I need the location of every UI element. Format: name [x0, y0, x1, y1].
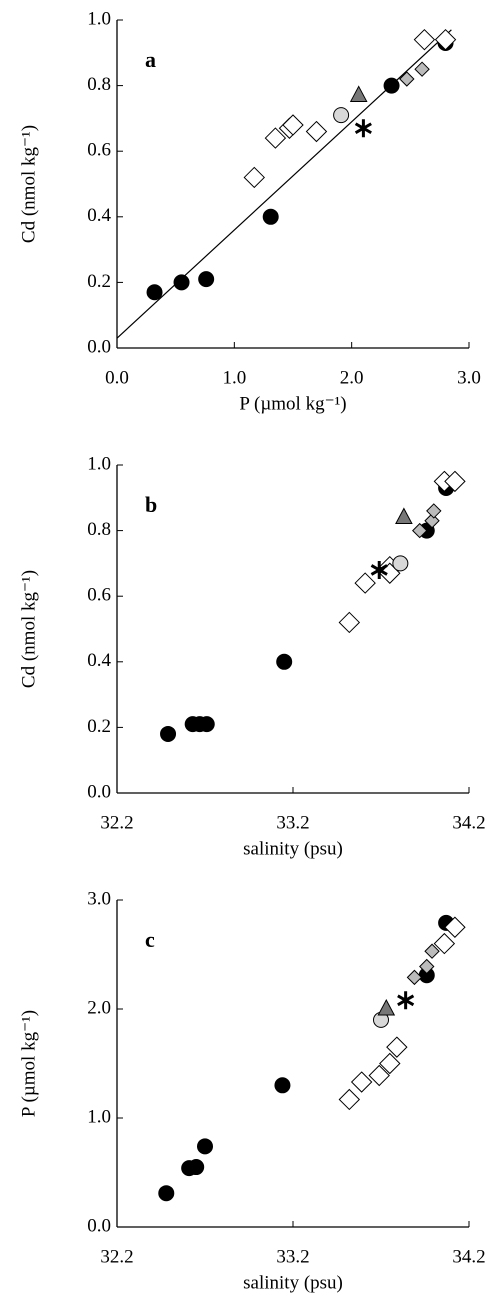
x-axis-label: salinity (psu): [243, 1272, 343, 1293]
x-tick-label: 0.0: [105, 367, 129, 388]
point: [354, 119, 372, 138]
point: [146, 284, 163, 301]
y-tick-label: 0.2: [87, 271, 111, 292]
point: [413, 28, 436, 51]
point: [426, 503, 442, 519]
y-tick-label: 0.4: [87, 650, 111, 671]
point: [197, 1138, 213, 1155]
point: [424, 943, 440, 959]
y-tick-label: 0.8: [87, 74, 111, 95]
point: [414, 61, 430, 77]
point: [274, 1077, 291, 1094]
fit-line: [116, 29, 452, 339]
x-tick-label: 33.2: [276, 1246, 309, 1267]
y-tick-label: 0.0: [87, 781, 111, 802]
panel-label: c: [145, 927, 155, 952]
x-axis-label: P (µmol kg⁻¹): [239, 393, 346, 414]
point: [444, 470, 466, 493]
x-tick-label: 32.2: [100, 812, 133, 833]
point: [282, 114, 304, 136]
point: [305, 120, 328, 143]
panel-label: b: [145, 492, 157, 517]
point: [173, 274, 190, 291]
point: [397, 991, 415, 1010]
point: [198, 271, 215, 288]
point: [412, 522, 428, 539]
point: [158, 1185, 175, 1202]
y-axis-label: Cd (nmol kg⁻¹): [18, 570, 39, 688]
point: [383, 77, 400, 94]
y-tick-label: 0.2: [87, 716, 111, 737]
y-tick-label: 0.8: [87, 519, 111, 540]
y-tick-label: 0.6: [87, 140, 111, 161]
point: [243, 166, 265, 189]
point: [444, 916, 466, 938]
point: [370, 560, 388, 579]
point: [377, 998, 396, 1016]
y-tick-label: 0.6: [87, 585, 111, 606]
point: [160, 725, 177, 742]
y-tick-label: 0.0: [87, 1215, 111, 1236]
x-tick-label: 34.2: [452, 1246, 485, 1267]
point: [406, 969, 423, 986]
point: [188, 1159, 205, 1176]
x-axis-label: salinity (psu): [243, 838, 343, 859]
point: [386, 1036, 408, 1058]
point: [433, 932, 456, 955]
point: [333, 107, 350, 124]
point: [424, 513, 440, 529]
point: [264, 127, 287, 149]
y-tick-label: 1.0: [87, 1106, 111, 1127]
y-tick-label: 3.0: [87, 888, 111, 909]
point: [349, 85, 368, 102]
y-axis-label: P (µmol kg⁻¹): [18, 1010, 39, 1117]
point: [354, 572, 376, 594]
x-tick-label: 1.0: [222, 367, 246, 388]
x-tick-label: 34.2: [452, 812, 485, 833]
point: [395, 507, 413, 524]
point: [350, 1071, 373, 1093]
point: [399, 71, 415, 87]
point: [368, 1064, 390, 1087]
point: [379, 1052, 401, 1075]
point: [276, 653, 293, 670]
point: [419, 958, 435, 975]
panel-label: a: [145, 47, 156, 72]
y-tick-label: 1.0: [87, 453, 111, 474]
y-axis-label: Cd (nmol kg⁻¹): [18, 125, 39, 243]
point: [434, 28, 457, 51]
y-tick-label: 2.0: [87, 997, 111, 1018]
point: [392, 555, 409, 572]
point: [338, 1088, 361, 1111]
point: [198, 716, 215, 733]
x-tick-label: 3.0: [457, 367, 481, 388]
point: [262, 208, 279, 225]
y-tick-label: 0.0: [87, 336, 111, 357]
y-tick-label: 0.4: [87, 205, 111, 226]
y-tick-label: 1.0: [87, 8, 111, 29]
x-tick-label: 33.2: [276, 812, 309, 833]
point: [338, 611, 361, 634]
x-tick-label: 32.2: [100, 1246, 133, 1267]
x-tick-label: 2.0: [340, 367, 364, 388]
